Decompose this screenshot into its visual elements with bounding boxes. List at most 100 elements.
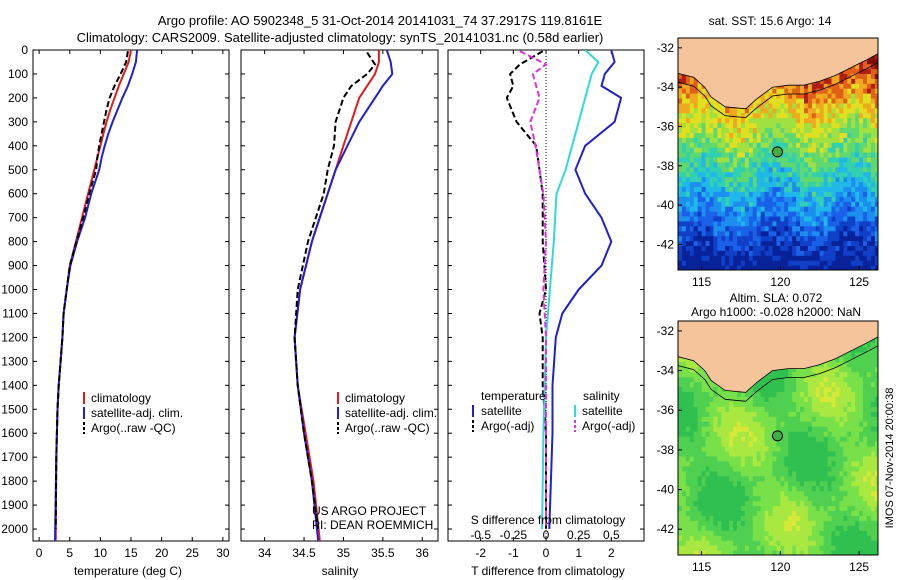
map-cell bbox=[800, 88, 805, 94]
map-cell bbox=[788, 107, 793, 114]
map-cell bbox=[733, 391, 738, 397]
map-y-tick-label: -42 bbox=[657, 237, 675, 251]
map-cell bbox=[800, 206, 805, 212]
map-cell bbox=[847, 515, 852, 521]
map-cell bbox=[713, 505, 718, 511]
map-cell bbox=[693, 465, 699, 472]
map-cell bbox=[863, 406, 868, 412]
map-cell bbox=[839, 525, 844, 531]
map-cell bbox=[780, 480, 785, 487]
map-cell bbox=[831, 107, 836, 114]
map-cell bbox=[697, 117, 703, 124]
map-cell bbox=[729, 455, 734, 462]
map-cell bbox=[788, 83, 793, 89]
map-cell bbox=[685, 255, 691, 261]
map-cell bbox=[689, 78, 695, 84]
map-cell bbox=[681, 490, 687, 497]
map-cell bbox=[839, 225, 844, 232]
map-cell bbox=[760, 196, 766, 202]
map-cell bbox=[717, 406, 722, 412]
map-cell bbox=[756, 137, 762, 143]
map-cell bbox=[859, 550, 864, 555]
map-cell bbox=[772, 490, 777, 497]
map-cell bbox=[792, 530, 797, 536]
map-cell bbox=[744, 161, 750, 168]
map-cell bbox=[693, 366, 699, 373]
map-cell bbox=[815, 465, 821, 472]
map-cell bbox=[760, 416, 766, 422]
map-cell bbox=[729, 255, 734, 261]
map-cell bbox=[756, 265, 762, 270]
map-cell bbox=[843, 401, 848, 407]
map-cell bbox=[874, 206, 878, 212]
map-cell bbox=[847, 391, 852, 397]
map-cell bbox=[760, 122, 766, 128]
map-cell bbox=[705, 201, 711, 207]
map-cell bbox=[815, 386, 821, 392]
map-cell bbox=[748, 545, 754, 551]
map-cell bbox=[815, 436, 821, 442]
map-cell bbox=[768, 235, 774, 242]
map-cell bbox=[815, 142, 821, 148]
map-cell bbox=[713, 386, 718, 392]
map-cell bbox=[701, 191, 707, 197]
map-cell bbox=[772, 122, 777, 128]
map-cell bbox=[685, 176, 691, 183]
map-cell bbox=[867, 260, 872, 266]
map-cell bbox=[823, 460, 829, 467]
map-cell bbox=[685, 540, 691, 546]
map-cell bbox=[768, 176, 774, 183]
map-cell bbox=[792, 455, 797, 462]
map-cell bbox=[756, 152, 762, 158]
map-cell bbox=[717, 386, 722, 392]
map-cell bbox=[851, 88, 856, 94]
map-cell bbox=[764, 480, 770, 487]
map-cell bbox=[776, 107, 781, 114]
map-cell bbox=[764, 127, 770, 133]
map-cell bbox=[792, 421, 797, 427]
map-cell bbox=[697, 250, 703, 256]
map-cell bbox=[685, 230, 691, 237]
map-cell bbox=[839, 127, 844, 133]
map-cell bbox=[697, 240, 703, 246]
map-cell bbox=[748, 470, 754, 477]
map-cell bbox=[760, 142, 766, 148]
map-cell bbox=[819, 83, 825, 89]
map-cell bbox=[681, 235, 687, 242]
map-cell bbox=[855, 147, 860, 153]
map-cell bbox=[835, 515, 840, 521]
map-cell bbox=[681, 102, 687, 109]
map-cell bbox=[685, 83, 691, 89]
map-cell bbox=[835, 436, 840, 442]
map-cell bbox=[752, 416, 758, 422]
map-cell bbox=[804, 98, 809, 104]
map-cell bbox=[819, 255, 825, 261]
map-cell bbox=[827, 201, 833, 207]
map-cell bbox=[760, 505, 766, 511]
map-cell bbox=[804, 220, 809, 227]
map-cell bbox=[752, 196, 758, 202]
map-cell bbox=[780, 386, 785, 392]
map-cell bbox=[729, 107, 734, 114]
map-cell bbox=[863, 376, 868, 383]
map-cell bbox=[760, 235, 766, 242]
map-cell bbox=[796, 515, 801, 521]
map-cell bbox=[831, 191, 836, 197]
map-cell bbox=[851, 245, 856, 251]
map-cell bbox=[713, 550, 718, 555]
map-cell bbox=[847, 156, 852, 163]
map-cell bbox=[693, 201, 699, 207]
map-cell bbox=[689, 495, 695, 502]
map-cell bbox=[811, 215, 817, 222]
map-cell bbox=[748, 225, 754, 232]
map-cell bbox=[744, 107, 750, 114]
map-cell bbox=[693, 545, 699, 551]
map-cell bbox=[863, 431, 868, 437]
map-cell bbox=[874, 112, 878, 119]
map-cell bbox=[800, 401, 805, 407]
map-cell bbox=[835, 361, 840, 368]
map-cell bbox=[780, 196, 785, 202]
map-cell bbox=[776, 112, 781, 119]
map-cell bbox=[823, 112, 829, 119]
